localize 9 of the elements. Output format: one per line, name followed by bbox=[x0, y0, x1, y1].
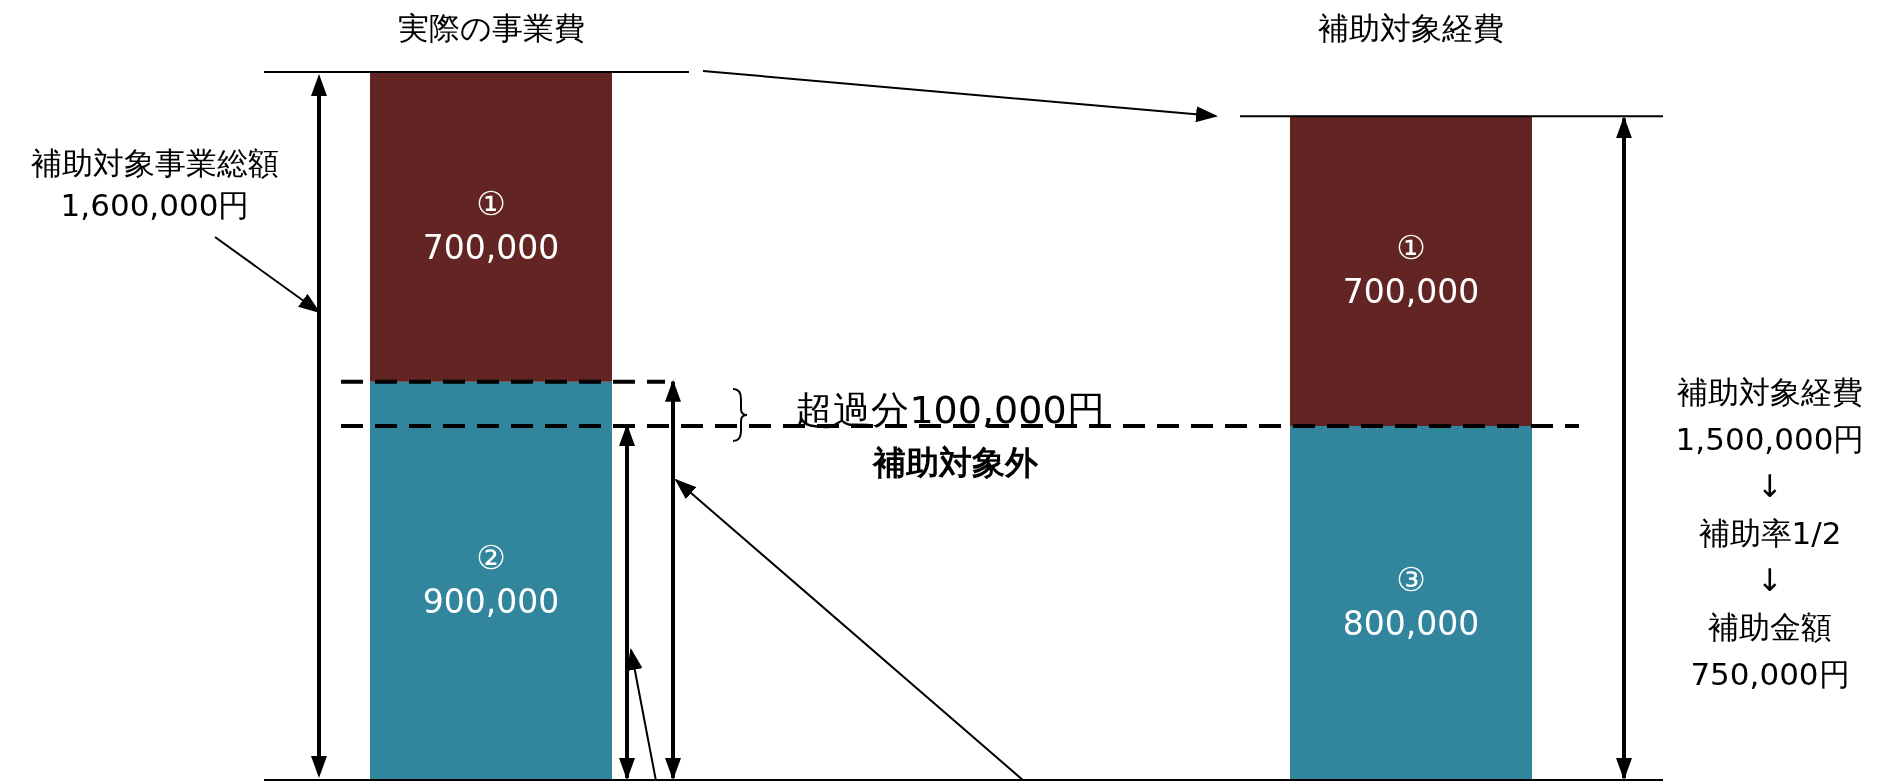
annotation: 補助対象外 bbox=[870, 442, 1039, 482]
data-label: ① 700,000 bbox=[422, 183, 560, 267]
x-tick-label: 実際の事業費 bbox=[397, 9, 585, 46]
text: 補助対象事業総額 1,600,000円 bbox=[31, 144, 279, 223]
x-tick-label: 補助対象経費 bbox=[1318, 9, 1504, 46]
text: 補助対象経費 1,500,000円 ↓ 補助率1/2 ↓ 補助金額 750,000円 bbox=[1675, 373, 1865, 692]
data-label: ③ 800,000 bbox=[1342, 559, 1480, 643]
data-label: ② 900,000 bbox=[422, 537, 560, 621]
data-label: ① 700,000 bbox=[1342, 227, 1480, 311]
